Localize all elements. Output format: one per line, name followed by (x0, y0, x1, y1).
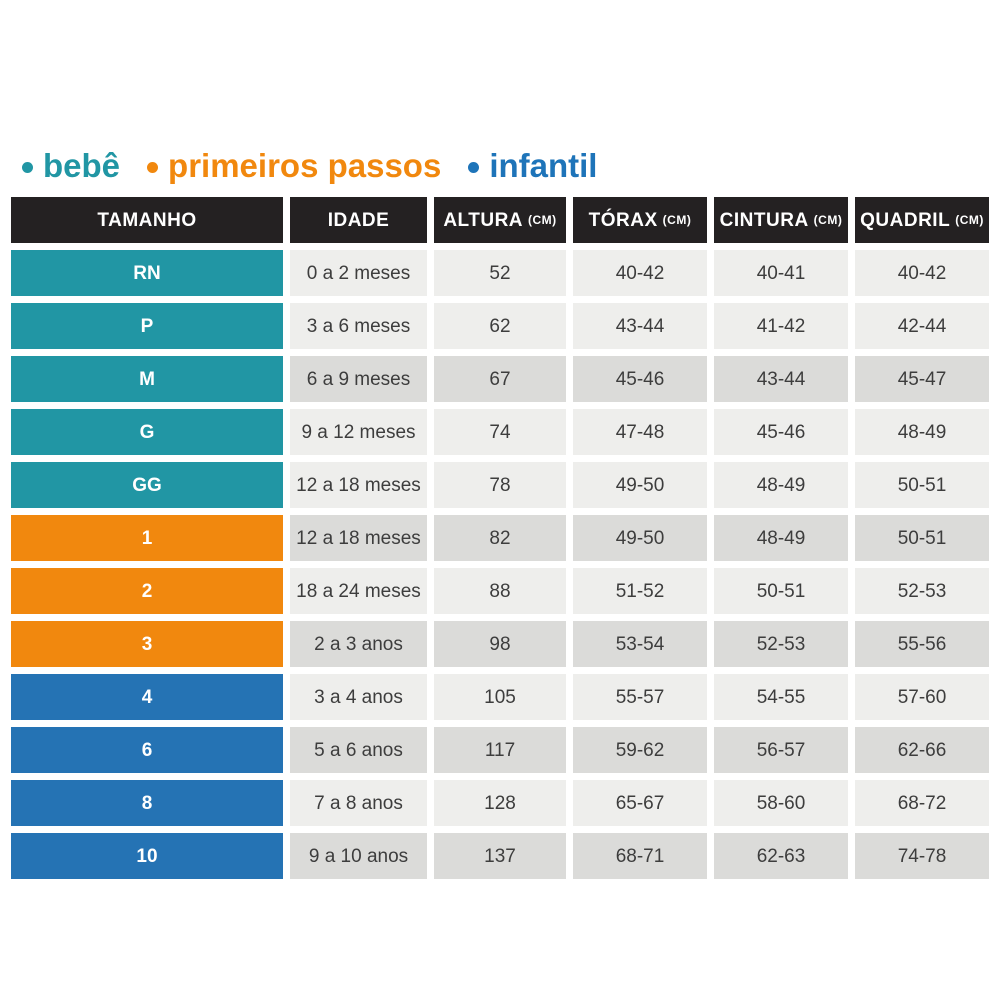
column-header-label: TÓRAX (588, 209, 658, 231)
size-cell-4: 4 (11, 674, 283, 720)
torax-cell: 65-67 (573, 780, 707, 826)
quadril-cell: 50-51 (855, 515, 989, 561)
torax-cell: 47-48 (573, 409, 707, 455)
column-header-label: TAMANHO (97, 209, 197, 231)
torax-cell: 55-57 (573, 674, 707, 720)
size-cell-rn: RN (11, 250, 283, 296)
column-header-unit: (CM) (662, 213, 692, 227)
size-cell-3: 3 (11, 621, 283, 667)
cintura-cell: 50-51 (714, 568, 848, 614)
altura-cell: 62 (434, 303, 566, 349)
altura-cell: 105 (434, 674, 566, 720)
altura-cell: 78 (434, 462, 566, 508)
cintura-cell: 62-63 (714, 833, 848, 879)
torax-cell: 45-46 (573, 356, 707, 402)
column-header-unit: (CM) (955, 213, 984, 227)
legend-label: primeiros passos (168, 147, 442, 184)
cintura-cell: 45-46 (714, 409, 848, 455)
legend-label: infantil (489, 147, 598, 184)
idade-cell: 3 a 6 meses (290, 303, 427, 349)
column-header-tamanho: TAMANHO (11, 197, 283, 243)
category-legend: bebê primeiros passos infantil (22, 144, 597, 188)
cintura-cell: 56-57 (714, 727, 848, 773)
cintura-cell: 52-53 (714, 621, 848, 667)
column-header-unit: (CM) (528, 213, 557, 227)
torax-cell: 43-44 (573, 303, 707, 349)
altura-cell: 98 (434, 621, 566, 667)
torax-cell: 40-42 (573, 250, 707, 296)
quadril-cell: 57-60 (855, 674, 989, 720)
cintura-cell: 58-60 (714, 780, 848, 826)
quadril-cell: 55-56 (855, 621, 989, 667)
quadril-cell: 42-44 (855, 303, 989, 349)
quadril-cell: 62-66 (855, 727, 989, 773)
quadril-cell: 52-53 (855, 568, 989, 614)
idade-cell: 7 a 8 anos (290, 780, 427, 826)
torax-cell: 68-71 (573, 833, 707, 879)
idade-cell: 12 a 18 meses (290, 462, 427, 508)
quadril-cell: 68-72 (855, 780, 989, 826)
idade-cell: 2 a 3 anos (290, 621, 427, 667)
cintura-cell: 40-41 (714, 250, 848, 296)
altura-cell: 128 (434, 780, 566, 826)
column-header-altura: ALTURA (CM) (434, 197, 566, 243)
altura-cell: 117 (434, 727, 566, 773)
size-cell-gg: GG (11, 462, 283, 508)
quadril-cell: 40-42 (855, 250, 989, 296)
quadril-cell: 48-49 (855, 409, 989, 455)
size-cell-6: 6 (11, 727, 283, 773)
altura-cell: 82 (434, 515, 566, 561)
column-header-torax: TÓRAX (CM) (573, 197, 707, 243)
idade-cell: 5 a 6 anos (290, 727, 427, 773)
cintura-cell: 48-49 (714, 515, 848, 561)
altura-cell: 88 (434, 568, 566, 614)
size-cell-1: 1 (11, 515, 283, 561)
column-header-label: QUADRIL (860, 209, 951, 231)
altura-cell: 74 (434, 409, 566, 455)
legend-item-infantil: infantil (468, 147, 597, 185)
torax-cell: 49-50 (573, 462, 707, 508)
bullet-icon (22, 161, 33, 173)
size-cell-2: 2 (11, 568, 283, 614)
quadril-cell: 45-47 (855, 356, 989, 402)
size-cell-g: G (11, 409, 283, 455)
torax-cell: 53-54 (573, 621, 707, 667)
altura-cell: 67 (434, 356, 566, 402)
idade-cell: 3 a 4 anos (290, 674, 427, 720)
altura-cell: 137 (434, 833, 566, 879)
size-chart-table: TAMANHO IDADE ALTURA (CM) TÓRAX (CM) CINTU… (11, 197, 989, 879)
cintura-cell: 54-55 (714, 674, 848, 720)
column-header-label: IDADE (327, 209, 390, 231)
size-cell-10: 10 (11, 833, 283, 879)
idade-cell: 0 a 2 meses (290, 250, 427, 296)
cintura-cell: 48-49 (714, 462, 848, 508)
column-header-label: CINTURA (719, 209, 809, 231)
quadril-cell: 50-51 (855, 462, 989, 508)
bullet-icon (468, 161, 480, 173)
idade-cell: 9 a 10 anos (290, 833, 427, 879)
column-header-idade: IDADE (290, 197, 427, 243)
column-header-unit: (CM) (813, 213, 843, 227)
column-header-label: ALTURA (443, 209, 524, 231)
legend-item-bebe: bebê (22, 147, 120, 185)
cintura-cell: 43-44 (714, 356, 848, 402)
bullet-icon (147, 161, 159, 173)
cintura-cell: 41-42 (714, 303, 848, 349)
size-cell-8: 8 (11, 780, 283, 826)
torax-cell: 59-62 (573, 727, 707, 773)
idade-cell: 18 a 24 meses (290, 568, 427, 614)
idade-cell: 6 a 9 meses (290, 356, 427, 402)
size-cell-m: M (11, 356, 283, 402)
size-cell-p: P (11, 303, 283, 349)
legend-item-primeiros-passos: primeiros passos (147, 147, 441, 185)
idade-cell: 12 a 18 meses (290, 515, 427, 561)
idade-cell: 9 a 12 meses (290, 409, 427, 455)
torax-cell: 49-50 (573, 515, 707, 561)
column-header-cintura: CINTURA (CM) (714, 197, 848, 243)
altura-cell: 52 (434, 250, 566, 296)
legend-label: bebê (43, 147, 121, 184)
quadril-cell: 74-78 (855, 833, 989, 879)
torax-cell: 51-52 (573, 568, 707, 614)
column-header-quadril: QUADRIL (CM) (855, 197, 989, 243)
